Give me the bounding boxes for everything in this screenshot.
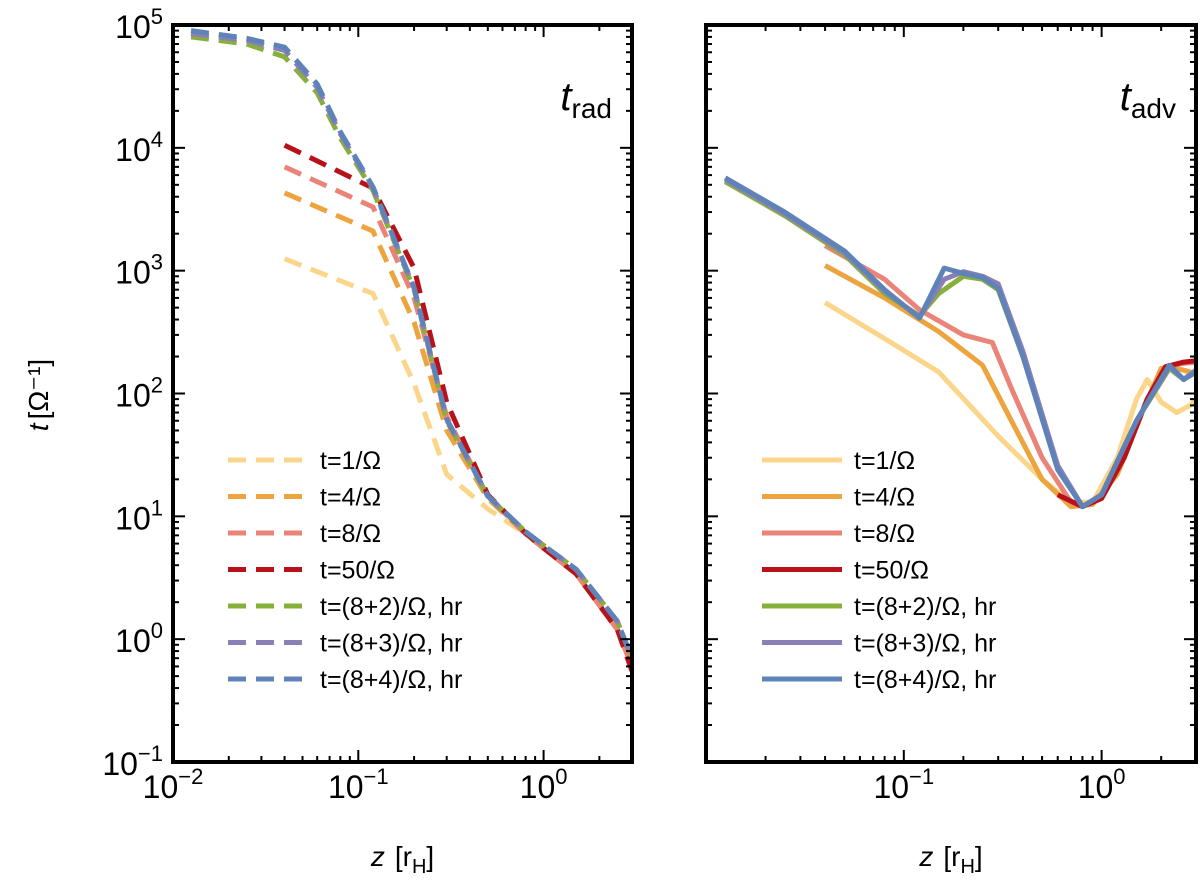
y-tick-label: 105 [115, 4, 163, 45]
legend-label: t=50/Ω [854, 557, 929, 585]
x-axis-unit-open: [r [395, 841, 412, 872]
y-tick-label: 104 [115, 127, 163, 168]
legend-label: t=(8+4)/Ω, hr [320, 666, 462, 694]
legend-label: t=1/Ω [854, 447, 915, 475]
y-tick-label: 103 [115, 250, 163, 291]
series-line [283, 164, 635, 668]
y-axis-unit: [Ω⁻¹] [23, 359, 54, 420]
y-tick-label: 102 [115, 373, 163, 414]
x-tick-label: 10−1 [873, 764, 934, 805]
series-layer [190, 28, 635, 672]
legend: t=1/Ω t=4/Ω t=8/Ω t=50/Ω t=(8+2)/Ω, hr t=(8+3… [228, 447, 462, 694]
y-axis-var: t [23, 422, 54, 431]
panel-label: tadv [1120, 75, 1176, 124]
legend-label: t=(8+3)/Ω, hr [320, 630, 462, 658]
tick-marks [172, 25, 633, 763]
series-line [723, 175, 1198, 510]
legend-label: t=1/Ω [320, 447, 381, 475]
panel-label-base: t [560, 75, 573, 119]
x-axis-unit-close: ] [975, 841, 983, 872]
x-tick-label: 10−2 [143, 764, 204, 805]
series-line [190, 28, 635, 660]
x-axis-label: z [rH] [370, 841, 434, 878]
x-tick-label: 10−1 [328, 764, 389, 805]
legend-label: t=8/Ω [854, 520, 915, 548]
legend-label: t=(8+4)/Ω, hr [854, 666, 996, 694]
legend-label: t=4/Ω [854, 484, 915, 512]
legend-label: t=8/Ω [320, 520, 381, 548]
legend-label: t=4/Ω [320, 484, 381, 512]
panel-label-base: t [1120, 75, 1133, 119]
x-axis-unit-close: ] [426, 841, 434, 872]
series-layer [723, 175, 1198, 510]
legend-label: t=(8+2)/Ω, hr [854, 593, 996, 621]
legend-label: t=50/Ω [320, 557, 395, 585]
x-axis-unit-open: [r [943, 841, 960, 872]
legend: t=1/Ω t=4/Ω t=8/Ω t=50/Ω t=(8+2)/Ω, hr t=(8+3… [762, 447, 996, 694]
x-axis-var: z [370, 841, 385, 872]
x-axis-unit-sub: H [960, 856, 974, 878]
y-axis-label: t [Ω⁻¹] [23, 359, 54, 431]
x-tick-label: 100 [520, 764, 568, 805]
panel-adv: 10−1 100 tadv z [rH] t=1/Ω t=4/Ω t=8/Ω t=50/Ω… [704, 23, 1198, 878]
tick-labels: 10−1 100 [873, 764, 1125, 805]
x-tick-label: 100 [1078, 764, 1126, 805]
panel-label-sub: rad [572, 93, 612, 124]
series-line [823, 300, 1198, 505]
panel-label-sub: adv [1131, 93, 1176, 124]
y-tick-label: 100 [115, 618, 163, 659]
panel-label: trad [560, 75, 612, 124]
series-line [190, 31, 635, 660]
legend-label: t=(8+2)/Ω, hr [320, 593, 462, 621]
x-axis-unit-sub: H [412, 856, 426, 878]
y-tick-label: 10−1 [102, 741, 163, 782]
y-tick-label: 101 [115, 495, 163, 536]
legend-label: t=(8+3)/Ω, hr [854, 630, 996, 658]
x-axis-label: z [rH] [918, 841, 982, 878]
x-axis-var: z [918, 841, 933, 872]
tick-marks [705, 25, 1197, 763]
